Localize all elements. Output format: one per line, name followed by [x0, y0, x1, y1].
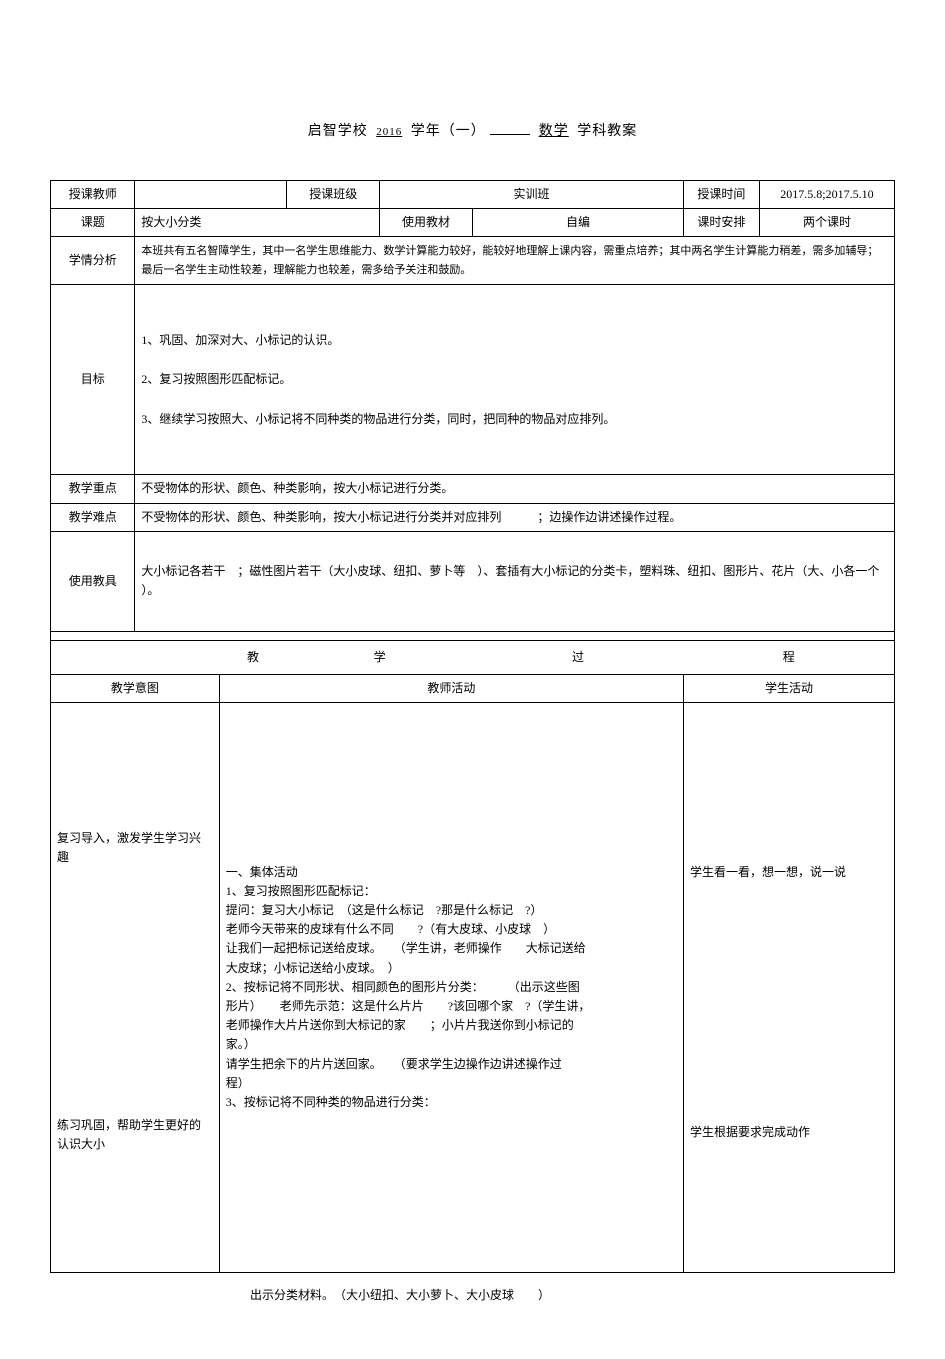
analysis-label: 学情分析 — [51, 237, 135, 285]
class-label: 授课班级 — [287, 181, 380, 209]
teacher-line-12: 程） — [226, 1074, 677, 1093]
spacer-row — [51, 631, 895, 640]
teacher-line-10: 家。） — [226, 1035, 677, 1054]
keypoint-row: 教学重点 不受物体的形状、颜色、种类影响，按大小标记进行分类。 — [51, 475, 895, 503]
teacher-line-13: 3、按标记将不同种类的物品进行分类： — [226, 1093, 677, 1112]
time-value: 2017.5.8;2017.5.10 — [759, 181, 894, 209]
objective-2: 2、复习按照图形匹配标记。 — [141, 370, 888, 389]
tools-row: 使用教具 大小标记各若干 ；磁性图片若干（大小皮球、纽扣、萝卜等 ）、套插有大小… — [51, 531, 895, 631]
difficulty-row: 教学难点 不受物体的形状、颜色、种类影响，按大小标记进行分类并对应排列 ；边操作… — [51, 503, 895, 531]
intent-block-1: 复习导入，激发学生学习兴趣 — [51, 702, 220, 992]
footer-content: 出示分类材料。 （大小纽扣、大小萝卜、大小皮球 ） — [250, 1288, 550, 1302]
difficulty-text: 不受物体的形状、颜色、种类影响，按大小标记进行分类并对应排列 ；边操作边讲述操作… — [135, 503, 895, 531]
class-value: 实训班 — [380, 181, 684, 209]
document-title: 启智学校 2016 学年（一） 数学 学科教案 — [50, 120, 895, 140]
title-blank — [490, 134, 530, 135]
difficulty-label: 教学难点 — [51, 503, 135, 531]
proc-cheng: 程 — [683, 640, 894, 674]
objectives-row: 目标 1、巩固、加深对大、小标记的认识。 2、复习按照图形匹配标记。 3、继续学… — [51, 285, 895, 475]
process-body-row-1: 复习导入，激发学生学习兴趣 一、集体活动 1、复习按照图形匹配标记： 提问：复习… — [51, 702, 895, 992]
teacher-line-4: 老师今天带来的皮球有什么不同 ?（有大皮球、小皮球 ） — [226, 920, 677, 939]
teacher-line-5: 让我们一起把标记送给皮球。 （学生讲，老师操作 大标记送给 — [226, 939, 677, 958]
keypoint-label: 教学重点 — [51, 475, 135, 503]
topic-value: 按大小分类 — [135, 209, 380, 237]
header-row-2: 课题 按大小分类 使用教材 自编 课时安排 两个课时 — [51, 209, 895, 237]
keypoint-text: 不受物体的形状、颜色、种类影响，按大小标记进行分类。 — [135, 475, 895, 503]
material-value: 自编 — [472, 209, 683, 237]
title-subject: 数学 — [535, 124, 573, 139]
teacher-activity-label: 教师活动 — [219, 674, 683, 702]
footer-text: 出示分类材料。 （大小纽扣、大小萝卜、大小皮球 ） — [50, 1273, 895, 1319]
tools-text: 大小标记各若干 ；磁性图片若干（大小皮球、纽扣、萝卜等 ）、套插有大小标记的分类… — [135, 531, 895, 631]
objectives-cell: 1、巩固、加深对大、小标记的认识。 2、复习按照图形匹配标记。 3、继续学习按照… — [135, 285, 895, 475]
process-subheader-row: 教学意图 教师活动 学生活动 — [51, 674, 895, 702]
process-header-row: 教 学 过 程 — [51, 640, 895, 674]
teacher-activity-cell: 一、集体活动 1、复习按照图形匹配标记： 提问：复习大小标记 （这是什么标记 ?… — [219, 702, 683, 1272]
analysis-row: 学情分析 本班共有五名智障学生，其中一名学生思维能力、数学计算能力较好，能较好地… — [51, 237, 895, 285]
student-block-1: 学生看一看，想一想，说一说 — [683, 702, 894, 992]
teacher-line-9: 老师操作大片片送你到大标记的家 ；小片片我送你到小标记的 — [226, 1016, 677, 1035]
objectives-label: 目标 — [51, 285, 135, 475]
topic-label: 课题 — [51, 209, 135, 237]
proc-xue: 学 — [287, 640, 473, 674]
title-year: 2016 — [372, 126, 406, 138]
teacher-label: 授课教师 — [51, 181, 135, 209]
student-activity-label: 学生活动 — [683, 674, 894, 702]
objective-1: 1、巩固、加深对大、小标记的认识。 — [141, 331, 888, 350]
proc-guo: 过 — [472, 640, 683, 674]
title-suffix: 学科教案 — [577, 124, 637, 139]
teacher-line-6: 大皮球；小标记送给小皮球。 ） — [226, 959, 677, 978]
student-block-2: 学生根据要求完成动作 — [683, 992, 894, 1272]
tools-label: 使用教具 — [51, 531, 135, 631]
periods-label: 课时安排 — [683, 209, 759, 237]
objective-3: 3、继续学习按照大、小标记将不同种类的物品进行分类，同时，把同种的物品对应排列。 — [141, 410, 888, 429]
proc-jiao: 教 — [219, 640, 287, 674]
material-label: 使用教材 — [380, 209, 473, 237]
teacher-value — [135, 181, 287, 209]
title-school: 启智学校 — [308, 124, 368, 139]
time-label: 授课时间 — [683, 181, 759, 209]
teacher-line-3: 提问：复习大小标记 （这是什么标记 ?那是什么标记 ?） — [226, 901, 677, 920]
proc-blank-left — [51, 640, 220, 674]
periods-value: 两个课时 — [759, 209, 894, 237]
teacher-line-11: 请学生把余下的片片送回家。 （要求学生边操作边讲述操作过 — [226, 1055, 677, 1074]
analysis-text: 本班共有五名智障学生，其中一名学生思维能力、数学计算能力较好，能较好地理解上课内… — [135, 237, 895, 285]
intent-block-2: 练习巩固，帮助学生更好的认识大小 — [51, 992, 220, 1272]
header-row-1: 授课教师 授课班级 实训班 授课时间 2017.5.8;2017.5.10 — [51, 181, 895, 209]
teacher-line-1: 一、集体活动 — [226, 863, 677, 882]
lesson-plan-table: 授课教师 授课班级 实训班 授课时间 2017.5.8;2017.5.10 课题… — [50, 180, 895, 1273]
intent-label: 教学意图 — [51, 674, 220, 702]
teacher-line-7: 2、按标记将不同形状、相同颜色的图形片分类： （出示这些图 — [226, 978, 677, 997]
teacher-line-8: 形片） 老师先示范：这是什么片片 ?该回哪个家 ?（学生讲， — [226, 997, 677, 1016]
title-year-label: 学年（一） — [411, 124, 486, 139]
teacher-line-2: 1、复习按照图形匹配标记： — [226, 882, 677, 901]
